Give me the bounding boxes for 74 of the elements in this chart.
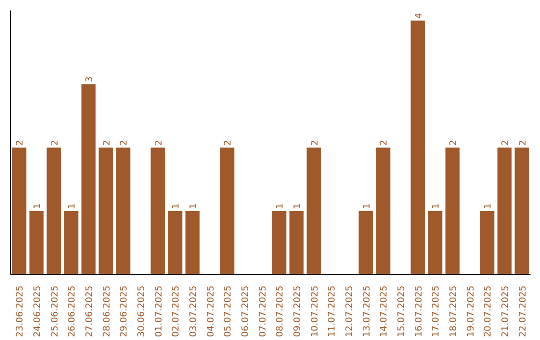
x-tick-label: 03.07.2025 bbox=[189, 286, 199, 338]
bar bbox=[410, 20, 425, 274]
data-label: 2 bbox=[16, 140, 26, 146]
x-tick-label: 06.07.2025 bbox=[241, 286, 251, 338]
x-tick-label: 25.06.2025 bbox=[50, 286, 60, 338]
x-tick-label: 24.06.2025 bbox=[33, 286, 43, 338]
data-label: 1 bbox=[293, 203, 303, 210]
data-label: 2 bbox=[50, 140, 60, 146]
x-tick-label: 18.07.2025 bbox=[449, 286, 459, 338]
bar bbox=[306, 148, 321, 274]
data-label: 2 bbox=[120, 140, 130, 146]
bar bbox=[46, 148, 61, 274]
bar bbox=[289, 211, 304, 274]
x-tick-label: 27.06.2025 bbox=[85, 286, 95, 338]
x-tick-label: 19.07.2025 bbox=[466, 286, 476, 338]
x-tick-label: 22.07.2025 bbox=[518, 286, 528, 338]
bar bbox=[64, 211, 78, 274]
data-label: 1 bbox=[484, 203, 494, 210]
bar bbox=[514, 148, 529, 274]
bar bbox=[185, 211, 200, 274]
x-tick-label: 12.07.2025 bbox=[345, 286, 355, 338]
x-tick-label: 08.07.2025 bbox=[276, 286, 286, 338]
x-tick-label: 10.07.2025 bbox=[310, 286, 320, 338]
x-tick-label: 20.07.2025 bbox=[484, 286, 494, 338]
bar bbox=[358, 211, 373, 274]
x-tick-label: 29.06.2025 bbox=[120, 286, 130, 338]
data-label: 1 bbox=[172, 203, 182, 210]
x-tick-label: 02.07.2025 bbox=[172, 286, 182, 338]
x-tick-label: 13.07.2025 bbox=[362, 286, 372, 338]
bar bbox=[376, 148, 390, 274]
data-label: 2 bbox=[518, 140, 528, 146]
x-tick-label: 01.07.2025 bbox=[154, 286, 164, 338]
data-label: 2 bbox=[449, 140, 459, 146]
bar bbox=[81, 84, 96, 274]
data-label: 4 bbox=[414, 12, 424, 19]
data-label: 2 bbox=[501, 140, 511, 146]
data-label: 2 bbox=[154, 140, 164, 146]
bar bbox=[497, 148, 512, 274]
bar bbox=[12, 148, 26, 274]
bar bbox=[98, 148, 113, 274]
bar bbox=[29, 211, 44, 274]
bar bbox=[116, 148, 130, 274]
data-label: 2 bbox=[102, 140, 112, 146]
x-tick-label: 21.07.2025 bbox=[501, 286, 511, 338]
bar bbox=[150, 148, 165, 274]
x-tick-label: 04.07.2025 bbox=[206, 286, 216, 338]
bar bbox=[168, 211, 182, 274]
x-tick-label: 30.06.2025 bbox=[137, 286, 147, 338]
data-label: 1 bbox=[432, 203, 442, 210]
x-tick-label: 14.07.2025 bbox=[380, 286, 390, 338]
bar bbox=[445, 148, 460, 274]
data-label: 2 bbox=[224, 140, 234, 146]
x-tick-label: 09.07.2025 bbox=[293, 286, 303, 338]
bar bbox=[272, 211, 286, 274]
x-tick-label: 28.06.2025 bbox=[102, 286, 112, 338]
x-tick-label: 07.07.2025 bbox=[258, 286, 268, 338]
x-tick-label: 17.07.2025 bbox=[432, 286, 442, 338]
data-label: 2 bbox=[310, 140, 320, 146]
x-tick-label: 11.07.2025 bbox=[328, 286, 338, 338]
bar bbox=[480, 211, 494, 274]
data-label: 1 bbox=[68, 203, 78, 210]
data-label: 1 bbox=[189, 203, 199, 210]
x-tick-label: 15.07.2025 bbox=[397, 286, 407, 338]
bar bbox=[220, 148, 234, 274]
data-label: 3 bbox=[85, 76, 95, 82]
x-tick-label: 23.06.2025 bbox=[16, 286, 26, 338]
x-tick-label: 05.07.2025 bbox=[224, 286, 234, 338]
bar bbox=[428, 211, 442, 274]
x-tick-label: 16.07.2025 bbox=[414, 286, 424, 338]
data-label: 1 bbox=[276, 203, 286, 210]
data-label: 2 bbox=[380, 140, 390, 146]
data-label: 1 bbox=[33, 203, 43, 210]
x-tick-label: 26.06.2025 bbox=[68, 286, 78, 338]
data-label: 1 bbox=[362, 203, 372, 210]
